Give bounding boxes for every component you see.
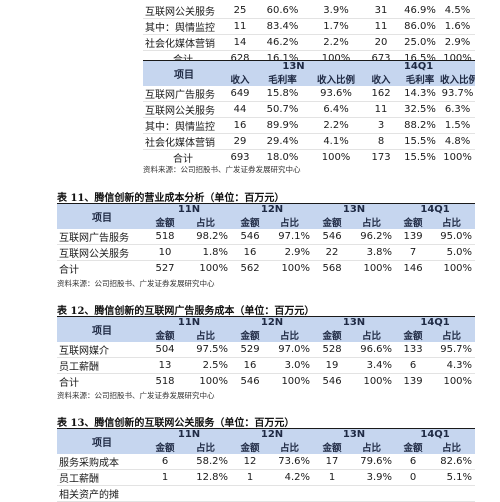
sub-header: 金额 xyxy=(147,215,183,229)
table-13: 项目 11N 12N 13N 14Q1 金额 占比 金额 占比 金额 占比 金额 占比 … xyxy=(57,429,476,502)
table-row: 互联网公关服务 25 60.6% 3.9% 31 46.9% 4.5% xyxy=(143,3,475,19)
table-row: 互联网公关服务 44 50.7% 6.4% 11 32.5% 6.3% xyxy=(143,101,476,118)
table-row-total: 合计 693 18.0% 100% 173 15.5% 100% xyxy=(143,149,476,165)
period-header: 13N xyxy=(313,317,396,328)
sub-header: 占比 xyxy=(351,440,396,454)
sub-header: 占比 xyxy=(183,440,232,454)
table-row-total: 合计 527 100% 562 100% 568 100% 146 100% xyxy=(57,260,476,276)
table-10-source: 资料来源：公司招股书、广发证券发展研究中心 xyxy=(143,165,301,174)
period-header: 11N xyxy=(147,429,232,440)
table-13-header: 项目 11N 12N 13N 14Q1 金额 占比 金额 占比 金额 占比 金额 占比 xyxy=(57,429,476,454)
table-row: 互联网公关服务 10 1.8% 16 2.9% 22 3.8% 7 5.0% xyxy=(57,244,476,261)
sub-header: 占比 xyxy=(183,328,232,342)
table-row: 员工薪酬 13 2.5% 16 3.0% 19 3.4% 6 4.3% xyxy=(57,357,476,374)
period-header: 11N xyxy=(147,317,232,328)
sub-header: 占比 xyxy=(431,328,476,342)
sub-header: 占比 xyxy=(269,328,314,342)
table-12: 项目 11N 12N 13N 14Q1 金额 占比 金额 占比 金额 占比 金额 占比 … xyxy=(57,317,476,389)
table-row: 互联网媒介 504 97.5% 529 97.0% 528 96.6% 133 95.7% xyxy=(57,342,476,358)
table-row: 其中：舆情监控 16 89.9% 2.2% 3 88.2% 1.5% xyxy=(143,117,476,134)
table-10-top: 互联网公关服务 25 60.6% 3.9% 31 46.9% 4.5% 其中：舆情监控 11 8… xyxy=(143,3,475,66)
item-header: 项目 xyxy=(143,61,225,86)
table-10-top-body: 互联网公关服务 25 60.6% 3.9% 31 46.9% 4.5% 其中：舆情监控 11 8… xyxy=(143,3,475,66)
sub-header: 金额 xyxy=(395,215,432,229)
period-header: 12N xyxy=(231,317,314,328)
table-11-header: 项目 11N 12N 13N 14Q1 金额 占比 金额 占比 金额 占比 金额 占比 xyxy=(57,204,476,229)
sub-header: 占比 xyxy=(431,215,476,229)
sub-header: 占比 xyxy=(431,440,476,454)
period-header: 11N xyxy=(147,204,232,215)
period-header: 14Q1 xyxy=(395,317,476,328)
table-12-header: 项目 11N 12N 13N 14Q1 金额 占比 金额 占比 金额 占比 金额 占比 xyxy=(57,317,476,342)
sub-header: 占比 xyxy=(269,215,314,229)
table-10b: 项目 13N 14Q1 收入 毛利率 收入比例 收入 毛利率 收入比例 互联网广告服务 6… xyxy=(143,61,476,165)
table-11-source: 资料来源：公司招股书、广发证券发展研究中心 xyxy=(57,279,215,288)
sub-header: 收入比例 xyxy=(310,72,363,86)
sub-header: 金额 xyxy=(313,440,352,454)
table-13-top-rule xyxy=(57,428,475,429)
table-12-source: 资料来源：公司招股书、广发证券发展研究中心 xyxy=(57,391,215,400)
sub-header: 占比 xyxy=(269,440,314,454)
table-13-caption: 表 13、腾信创新的互联网公关服务（单位：百万元） xyxy=(57,418,295,429)
table-row: 服务采购成本 6 58.2% 12 73.6% 17 79.6% 6 82.6% xyxy=(57,454,476,470)
sub-header: 金额 xyxy=(313,328,352,342)
table-11-caption: 表 11、腾信创新的营业成本分析（单位：百万元） xyxy=(57,193,285,204)
sub-header: 金额 xyxy=(147,328,183,342)
table-row: 员工薪酬 1 12.8% 1 4.2% 1 3.9% 0 5.1% xyxy=(57,469,476,486)
period-header: 12N xyxy=(231,429,314,440)
sub-header: 占比 xyxy=(183,215,232,229)
period-header: 13N xyxy=(313,429,396,440)
table-row: 社会化媒体营销 29 29.4% 4.1% 8 15.5% 4.8% xyxy=(143,133,476,150)
sub-header: 金额 xyxy=(395,328,432,342)
sub-header: 占比 xyxy=(351,215,396,229)
table-11: 项目 11N 12N 13N 14Q1 金额 占比 金额 占比 金额 占比 金额 占比 … xyxy=(57,204,476,276)
table-10b-top-rule xyxy=(143,60,475,61)
period-header: 13N xyxy=(313,204,396,215)
item-header: 项目 xyxy=(57,204,147,229)
table-10b-header: 项目 13N 14Q1 收入 毛利率 收入比例 收入 毛利率 收入比例 xyxy=(143,61,476,86)
period-header: 13N xyxy=(225,61,363,72)
sub-header: 金额 xyxy=(231,440,270,454)
table-11-top-rule xyxy=(57,203,475,204)
period-header: 14Q1 xyxy=(395,204,476,215)
sub-header: 金额 xyxy=(147,440,183,454)
table-row-total: 合计 518 100% 546 100% 546 100% 139 100% xyxy=(57,373,476,389)
sub-header: 金额 xyxy=(313,215,352,229)
sub-header: 收入 xyxy=(362,72,401,86)
table-12-caption: 表 12、腾信创新的互联网广告服务成本（单位：百万元） xyxy=(57,306,315,317)
sub-header: 金额 xyxy=(231,328,270,342)
table-row: 相关资产的摊 xyxy=(57,485,476,502)
table-12-top-rule xyxy=(57,316,475,317)
period-header: 14Q1 xyxy=(395,429,476,440)
table-row: 互联网广告服务 649 15.8% 93.6% 162 14.3% 93.7% xyxy=(143,86,476,102)
table-row: 互联网广告服务 518 98.2% 546 97.1% 546 96.2% 139 95.0% xyxy=(57,229,476,245)
table-row: 社会化媒体营销 14 46.2% 2.2% 20 25.0% 2.9% xyxy=(143,34,475,51)
sub-header: 毛利率 xyxy=(400,72,441,86)
sub-header: 金额 xyxy=(395,440,432,454)
sub-header: 收入 xyxy=(225,72,255,86)
sub-header: 占比 xyxy=(351,328,396,342)
table-row: 其中：舆情监控 11 83.4% 1.7% 11 86.0% 1.6% xyxy=(143,18,475,35)
sub-header: 收入比例 xyxy=(440,72,476,86)
item-header: 项目 xyxy=(57,317,147,342)
sub-header: 金额 xyxy=(231,215,270,229)
period-header: 12N xyxy=(231,204,314,215)
item-header: 项目 xyxy=(57,429,147,454)
period-header: 14Q1 xyxy=(362,61,476,72)
sub-header: 毛利率 xyxy=(255,72,310,86)
